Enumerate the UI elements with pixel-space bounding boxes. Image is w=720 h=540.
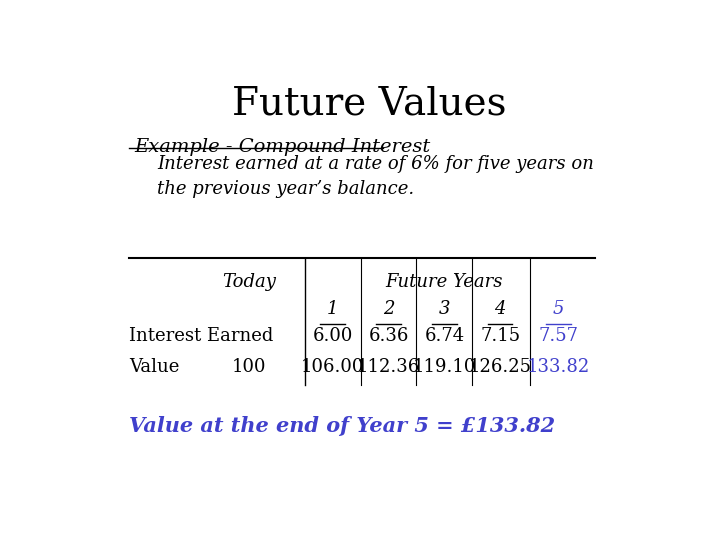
Text: 133.82: 133.82	[527, 358, 590, 376]
Text: 5: 5	[553, 300, 564, 318]
Text: Today: Today	[222, 273, 276, 291]
Text: Value at the end of Year 5 = £133.82: Value at the end of Year 5 = £133.82	[129, 416, 555, 436]
Text: Interest Earned: Interest Earned	[129, 327, 274, 345]
Text: Interest earned at a rate of 6% for five years on
the previous year’s balance.: Interest earned at a rate of 6% for five…	[157, 156, 594, 198]
Text: 126.25: 126.25	[469, 358, 531, 376]
Text: 7.15: 7.15	[480, 327, 520, 345]
Text: 3: 3	[438, 300, 450, 318]
Text: 112.36: 112.36	[357, 358, 420, 376]
Text: 100: 100	[232, 358, 266, 376]
Text: 6.00: 6.00	[312, 327, 353, 345]
Text: 6.74: 6.74	[424, 327, 464, 345]
Text: Value: Value	[129, 358, 179, 376]
Text: 119.10: 119.10	[413, 358, 476, 376]
Text: Future Years: Future Years	[386, 273, 503, 291]
Text: Future Values: Future Values	[232, 85, 506, 123]
Text: 2: 2	[383, 300, 395, 318]
Text: Example - Compound Interest: Example - Compound Interest	[135, 138, 431, 156]
Text: 1: 1	[327, 300, 338, 318]
Text: 6.36: 6.36	[369, 327, 409, 345]
Text: 4: 4	[495, 300, 506, 318]
Text: 106.00: 106.00	[301, 358, 364, 376]
Text: 7.57: 7.57	[539, 327, 579, 345]
